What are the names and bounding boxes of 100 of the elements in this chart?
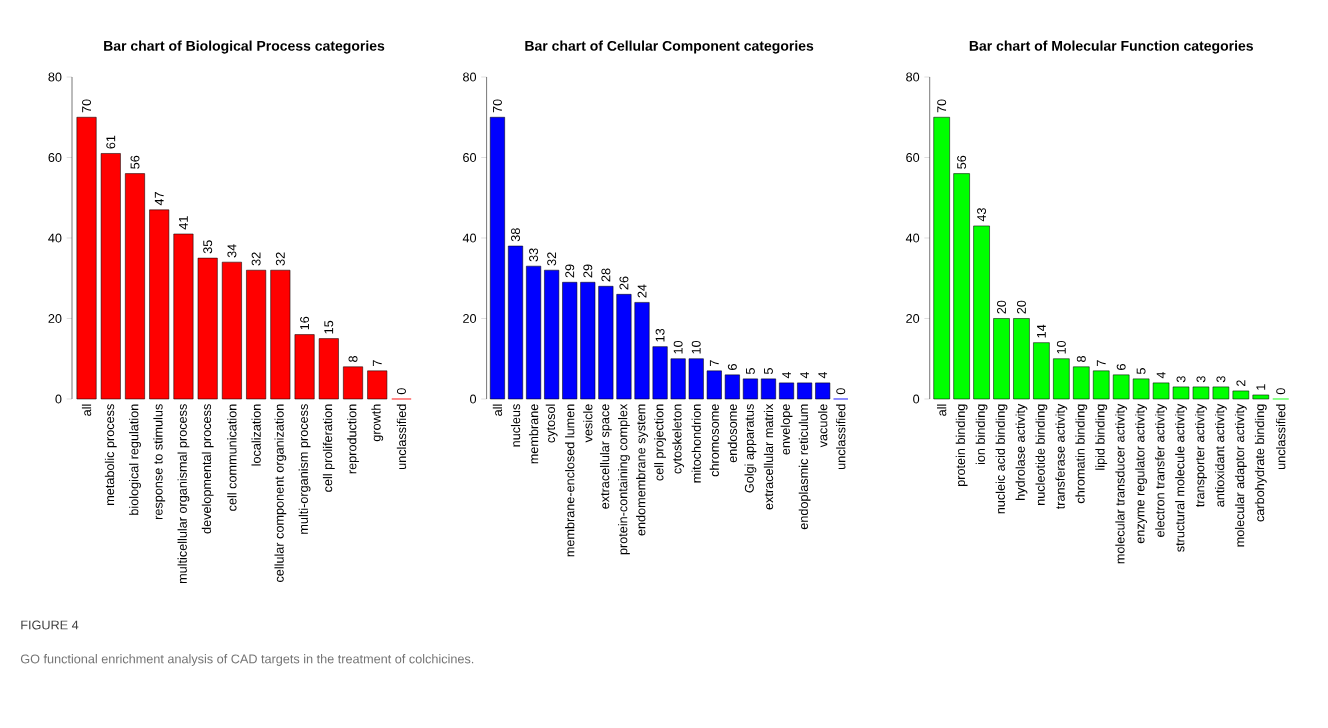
data-label: 0 <box>1276 388 1286 395</box>
data-label: 32 <box>547 252 557 266</box>
data-label: 3 <box>1196 376 1206 383</box>
x-tick-label: molecular adaptor activity <box>1234 403 1247 547</box>
data-label: 8 <box>1076 356 1086 362</box>
bar <box>343 366 363 400</box>
data-label: 15 <box>324 320 334 334</box>
y-tick-label: 0 <box>470 394 477 404</box>
x-tick-label: cell communication <box>227 404 237 511</box>
x-tick-label: endosome <box>727 404 738 463</box>
x-tick-label: cell proliferation <box>322 404 335 492</box>
data-label: 32 <box>275 252 285 266</box>
bar <box>1252 394 1270 400</box>
bar <box>1132 378 1150 400</box>
data-label: 4 <box>800 371 809 379</box>
x-tick-label: Golgi apparatus <box>744 404 757 493</box>
data-label: 20 <box>997 300 1006 314</box>
data-label: 34 <box>227 244 237 258</box>
data-label: 3 <box>1216 376 1226 383</box>
bar <box>76 116 97 400</box>
bar <box>797 382 813 400</box>
data-label: 4 <box>782 371 791 379</box>
data-label: 4 <box>818 371 828 379</box>
bar <box>149 209 170 400</box>
bar <box>544 269 560 400</box>
x-tick-label: protein-containing complex <box>618 403 630 555</box>
x-tick-label: vacuole <box>818 404 828 448</box>
bar <box>1053 358 1070 400</box>
bar <box>1092 370 1110 400</box>
x-tick-label: chromatin binding <box>1075 404 1088 504</box>
x-tick-label: all <box>81 404 92 416</box>
data-label: 5 <box>746 368 755 375</box>
bar <box>221 261 242 400</box>
data-label: 16 <box>300 316 310 330</box>
bar <box>508 245 524 400</box>
x-tick-label: unclassified <box>836 404 846 470</box>
x-tick-label: cellular component organization <box>274 404 287 582</box>
x-tick-label: all <box>492 404 503 416</box>
bar <box>125 173 145 400</box>
data-label: 0 <box>836 388 846 395</box>
data-label: 7 <box>372 360 382 366</box>
x-tick-label: developmental process <box>201 404 214 534</box>
data-label: 38 <box>511 228 521 242</box>
x-tick-label: protein binding <box>955 404 968 486</box>
data-label: 56 <box>130 155 140 169</box>
bar <box>1112 374 1130 400</box>
data-label: 4 <box>1156 371 1166 379</box>
bar <box>670 358 686 400</box>
data-label: 24 <box>637 284 647 298</box>
x-tick-label: response to stimulus <box>153 404 166 520</box>
bar <box>318 338 339 400</box>
data-label: 7 <box>709 360 719 366</box>
bar <box>1152 382 1170 400</box>
data-label: 6 <box>727 364 737 370</box>
x-tick-label: transferase activity <box>1055 403 1068 510</box>
x-tick-label: enzyme regulator activity <box>1135 403 1148 544</box>
x-tick-label: electron transfer activity <box>1155 403 1167 537</box>
x-tick-label: vesicle <box>583 404 593 443</box>
bar <box>100 153 121 400</box>
x-tick-label: multicellular organismal process <box>177 404 190 584</box>
bar <box>270 269 291 400</box>
bar <box>1033 342 1050 400</box>
x-tick-label: biological regulation <box>129 404 141 515</box>
bar <box>760 378 776 400</box>
bar <box>489 116 505 400</box>
bar <box>742 378 758 400</box>
bar <box>652 346 668 400</box>
x-tick-label: nucleotide binding <box>1035 404 1048 505</box>
x-tick-label: reproduction <box>347 404 359 474</box>
x-tick-label: antioxidant activity <box>1215 403 1227 507</box>
bar <box>294 334 315 400</box>
data-label: 7 <box>1096 360 1106 366</box>
x-tick-label: extracellular matrix <box>763 403 774 510</box>
bar <box>1013 318 1030 400</box>
x-tick-label: chromosome <box>709 404 719 477</box>
bar <box>598 286 614 400</box>
bar <box>779 382 795 400</box>
data-label: 28 <box>601 268 611 282</box>
x-tick-label: ion binding <box>975 404 988 465</box>
data-label: 41 <box>179 216 188 230</box>
x-tick-label: metabolic process <box>104 404 117 505</box>
y-tick-label: 40 <box>462 233 477 243</box>
data-label: 26 <box>619 276 629 290</box>
bar <box>953 173 970 400</box>
bar <box>688 358 704 400</box>
x-tick-label: mitochondrion <box>691 404 701 483</box>
bar <box>1192 386 1210 400</box>
bar <box>526 265 542 400</box>
chart-title: Bar chart of Molecular Function categories <box>969 40 1253 54</box>
data-label: 47 <box>154 192 164 206</box>
x-tick-label: endoplasmic reticulum <box>798 404 811 530</box>
bar <box>580 282 596 400</box>
y-tick-label: 0 <box>913 394 920 404</box>
text: GO functional enrichment analysis of CAD targets in the treatment of colchicines. <box>20 654 474 666</box>
bar <box>993 318 1010 400</box>
y-tick-label: 20 <box>463 314 477 323</box>
data-label: 8 <box>348 356 358 362</box>
data-label: 32 <box>251 252 261 266</box>
bar <box>973 225 990 400</box>
x-tick-label: nucleus <box>510 404 521 447</box>
